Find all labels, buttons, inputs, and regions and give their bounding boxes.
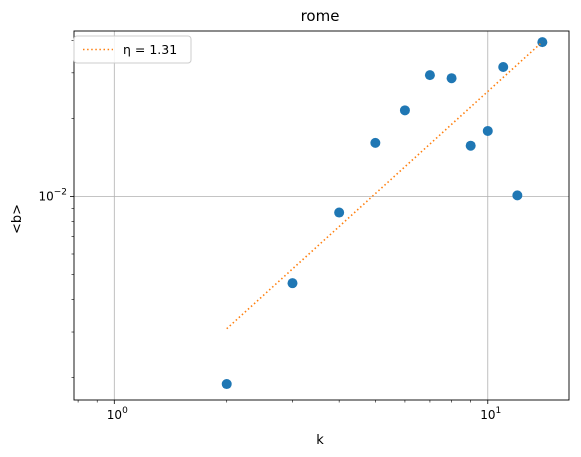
legend-frame: [73, 35, 192, 64]
data-point: [498, 61, 509, 72]
data-point: [370, 137, 381, 148]
data-point: [482, 125, 493, 136]
x-tick-label: 101: [480, 406, 501, 422]
data-point: [446, 73, 457, 84]
data-point: [537, 37, 548, 48]
data-point: [287, 278, 298, 289]
legend-fit-line-label: η = 1.31: [123, 42, 177, 57]
data-point: [512, 190, 523, 201]
plot-frame: [73, 30, 570, 401]
data-point: [465, 140, 476, 151]
grid: [74, 31, 569, 400]
x-tick-label: 100: [107, 406, 128, 422]
chart-title: rome: [301, 7, 340, 25]
y-axis-label: <b>: [10, 204, 25, 234]
data-point: [334, 207, 345, 218]
y-tick-label: 10−2: [38, 187, 67, 203]
data-point: [399, 105, 410, 116]
x-axis-label: k: [316, 433, 324, 448]
data-point: [221, 379, 232, 390]
data-point: [424, 70, 435, 81]
series: [221, 37, 548, 390]
fit-line: [226, 41, 543, 330]
legend: η = 1.31: [73, 35, 192, 64]
